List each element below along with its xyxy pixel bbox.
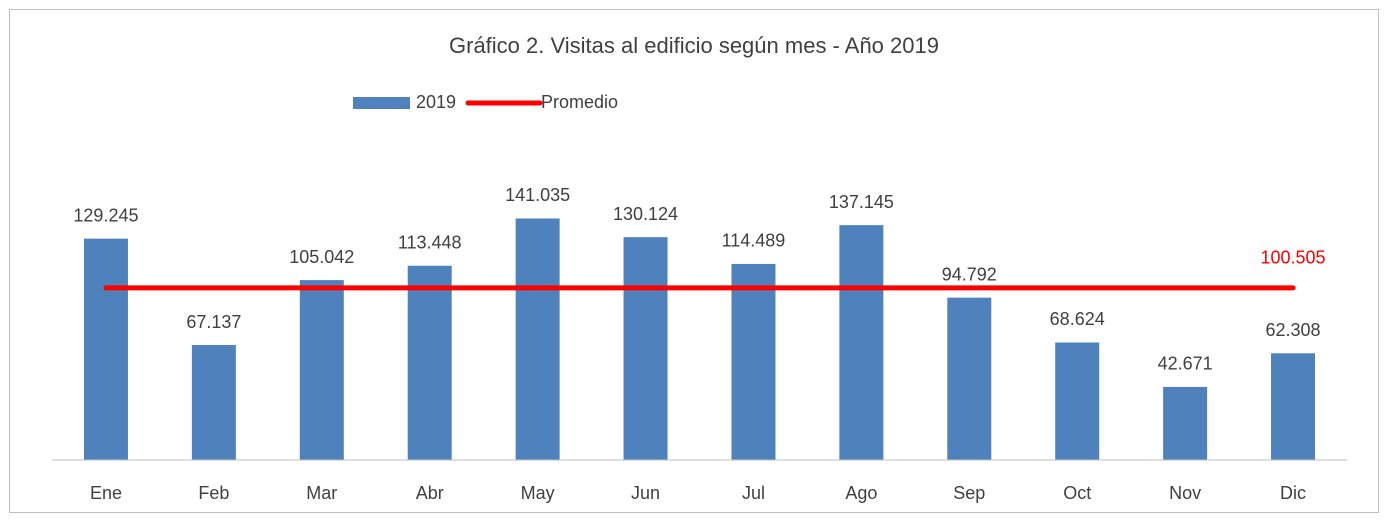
x-tick-label: Abr	[416, 483, 444, 503]
data-label: 42.671	[1158, 354, 1213, 374]
bar	[731, 263, 776, 460]
data-label: 100.505	[1261, 248, 1326, 268]
bar	[191, 345, 236, 460]
data-label: 130.124	[613, 204, 678, 224]
bar	[1271, 353, 1316, 460]
bar	[407, 265, 452, 460]
bar	[83, 238, 128, 460]
x-tick-label: Feb	[198, 483, 229, 503]
x-tick-label: Ene	[90, 483, 122, 503]
chart-frame	[9, 9, 1379, 513]
bar	[515, 218, 560, 460]
bar	[839, 225, 884, 460]
legend-label: Promedio	[541, 92, 618, 112]
x-tick-label: Jun	[631, 483, 660, 503]
data-label: 94.792	[942, 264, 997, 284]
data-label: 113.448	[398, 232, 462, 252]
x-tick-label: May	[521, 483, 555, 503]
x-tick-label: Jul	[742, 483, 765, 503]
chart-title: Gráfico 2. Visitas al edificio según mes…	[449, 33, 939, 58]
data-label: 68.624	[1050, 309, 1105, 329]
bar	[1055, 342, 1100, 460]
x-tick-label: Ago	[845, 483, 877, 503]
bar	[299, 280, 344, 460]
data-label: 129.245	[73, 205, 138, 225]
x-tick-label: Nov	[1169, 483, 1201, 503]
data-label: 137.145	[829, 192, 894, 212]
data-label: 62.308	[1266, 320, 1321, 340]
data-label: 114.489	[722, 231, 786, 251]
x-tick-label: Mar	[306, 483, 337, 503]
bar	[1163, 386, 1208, 460]
data-label: 67.137	[186, 312, 241, 332]
legend-label: 2019	[416, 92, 456, 112]
x-tick-label: Oct	[1063, 483, 1091, 503]
x-tick-label: Dic	[1280, 483, 1306, 503]
x-tick-label: Sep	[953, 483, 985, 503]
legend-swatch	[353, 97, 410, 109]
data-label: 141.035	[505, 185, 570, 205]
bar	[947, 297, 992, 460]
data-label: 105.042	[289, 247, 354, 267]
bar	[623, 237, 668, 460]
